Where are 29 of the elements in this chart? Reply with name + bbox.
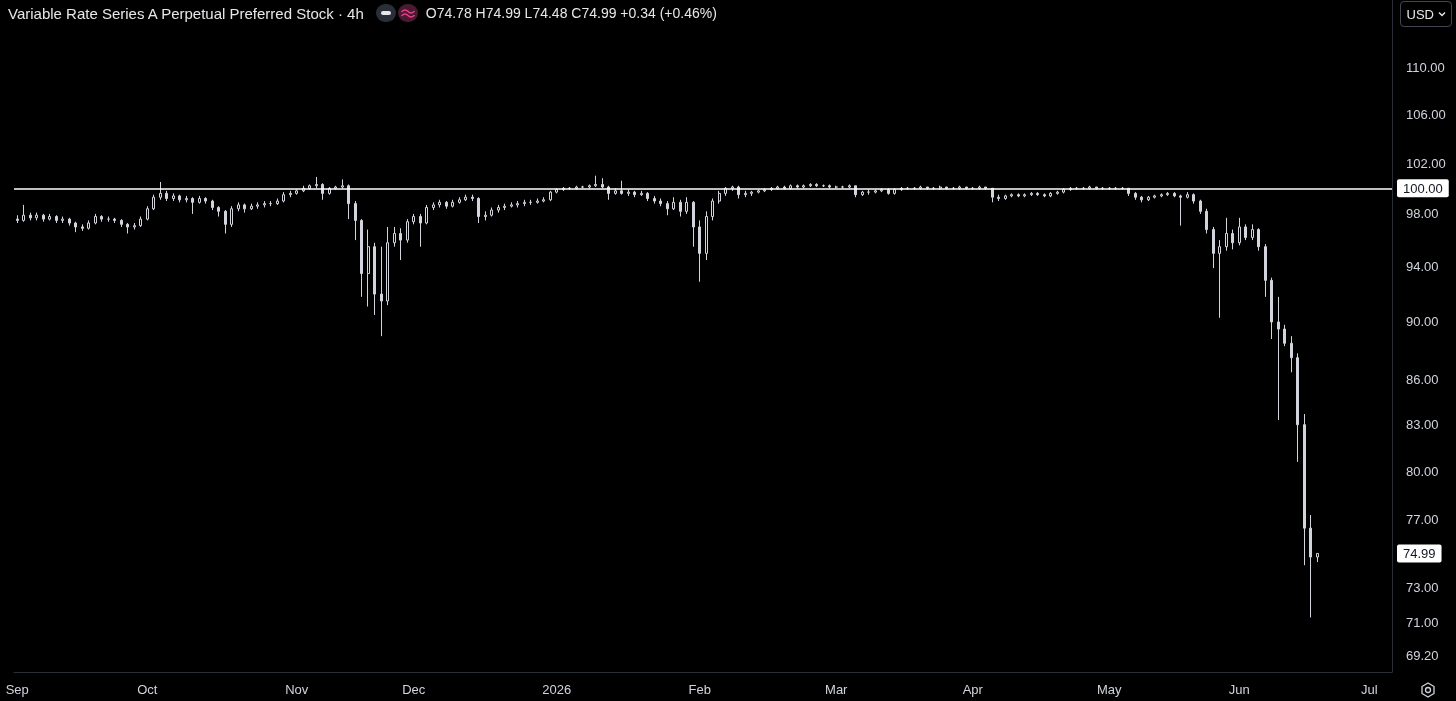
x-tick-label: 2026 [542,682,572,697]
x-tick-label: Mar [825,682,849,697]
x-tick-label: Feb [688,682,711,697]
annotation: O74.78 H74.99 L74.48 C74.99 +0.34 (+0.46%) [425,5,717,21]
y-tick-label: 83.00 [1406,417,1439,433]
y-tick-label: 80.00 [1406,463,1439,479]
y-tick-label: 106.00 [1406,106,1446,122]
x-tick-label: Jul [1360,682,1378,697]
x-tick-label: Nov [285,682,309,697]
y-tick-label: 86.00 [1406,372,1439,388]
y-tick-label: 71.00 [1406,615,1439,631]
text: 74.99 [1403,545,1436,561]
x-tick-label: May [1096,682,1123,697]
x-tick-label: Jun [1228,682,1250,697]
ref-line-label: 100.00 [1403,180,1443,196]
y-tick-label: 110.00 [1406,59,1445,75]
y-tick-label: 94.00 [1406,259,1439,275]
y-tick-label: 69.20 [1406,647,1439,663]
x-tick-label: Oct [137,682,158,697]
y-tick-label: 77.00 [1406,512,1439,528]
x-tick-label: Dec [402,682,426,697]
y-tick-label: 98.00 [1406,206,1439,222]
x-tick-label: Apr [962,682,984,697]
chart-title: Variable Rate Series A Perpetual Preferred Stock · 4h [8,4,364,22]
y-tick-label: 102.00 [1406,155,1446,171]
dropdown-field: USD [1399,1,1452,27]
y-tick-label: 73.00 [1406,580,1439,596]
y-tick-label: 90.00 [1406,314,1439,330]
x-tick-label: Sep [5,682,29,697]
